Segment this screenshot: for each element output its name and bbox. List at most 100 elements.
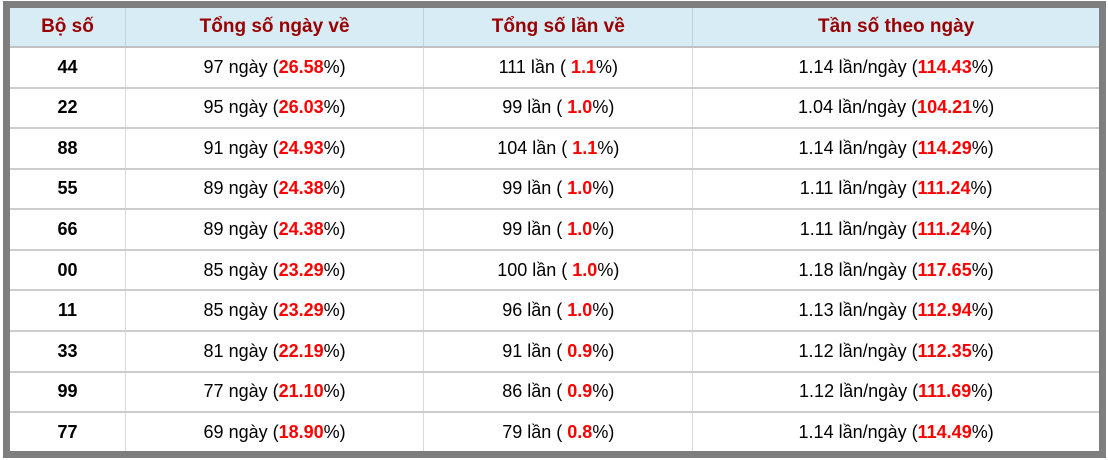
days-text: %) (323, 340, 346, 361)
cell-times: 104 lần ( 1.1%) (423, 128, 694, 170)
days-text: 77 ngày ( (203, 381, 279, 402)
freq-text: %) (972, 97, 995, 118)
freq-percent-value: 111.24 (917, 178, 971, 199)
header-row: Bộ số Tổng số ngày về Tổng số lần về Tần… (10, 8, 1099, 48)
cell-times: 111 lần ( 1.1%) (423, 47, 694, 89)
freq-text: %) (971, 259, 994, 280)
times-text: %) (597, 259, 620, 280)
times-text: %) (592, 340, 615, 361)
times-text: %) (592, 300, 615, 321)
days-percent-value: 24.38 (278, 178, 324, 199)
cell-days: 85 ngày (23.29%) (125, 249, 425, 292)
days-text: %) (323, 300, 346, 321)
cell-pair: 11 (10, 290, 126, 332)
days-percent-value: 18.90 (278, 421, 324, 442)
times-text: 104 lần ( (497, 137, 573, 158)
days-text: %) (323, 381, 346, 402)
days-text: 95 ngày ( (203, 97, 279, 118)
table-row: 44 97 ngày (26.58%) 111 lần ( 1.1%) 1.14 lầ… (10, 47, 1099, 89)
times-percent-value: 1.0 (567, 300, 593, 321)
table-row: 99 77 ngày (21.10%) 86 lần ( 0.9%) 1.12 lần… (10, 371, 1099, 414)
days-text: 97 ngày ( (203, 56, 279, 77)
cell-times: 99 lần ( 1.0%) (423, 168, 694, 211)
freq-text: 1.04 lần/ngày ( (798, 97, 918, 118)
days-text: 69 ngày ( (203, 421, 279, 442)
cell-times: 86 lần ( 0.9%) (423, 371, 694, 414)
cell-freq: 1.04 lần/ngày (104.21%) (692, 87, 1099, 130)
times-text: %) (592, 219, 615, 240)
freq-text: %) (970, 219, 993, 240)
days-percent-value: 21.10 (278, 381, 324, 402)
cell-days: 85 ngày (23.29%) (125, 290, 425, 332)
cell-freq: 1.12 lần/ngày (111.69%) (692, 371, 1099, 414)
cell-pair: 22 (10, 87, 126, 130)
days-text: 85 ngày ( (203, 259, 279, 280)
times-percent-value: 1.0 (567, 178, 593, 199)
times-text: 91 lần ( (502, 340, 568, 361)
cell-freq: 1.14 lần/ngày (114.43%) (692, 47, 1099, 89)
times-text: 99 lần ( (502, 97, 568, 118)
freq-text: 1.14 lần/ngày ( (798, 56, 918, 77)
times-text: %) (597, 137, 620, 158)
cell-days: 69 ngày (18.90%) (125, 412, 425, 451)
freq-text: 1.12 lần/ngày ( (799, 381, 919, 402)
col-header-frequency-per-day: Tần số theo ngày (692, 8, 1099, 48)
freq-text: 1.18 lần/ngày ( (798, 259, 918, 280)
stats-table-frame: Bộ số Tổng số ngày về Tổng số lần về Tần… (3, 1, 1106, 458)
times-percent-value: 0.9 (567, 340, 593, 361)
table-header: Bộ số Tổng số ngày về Tổng số lần về Tần… (10, 8, 1099, 48)
cell-days: 81 ngày (22.19%) (125, 330, 425, 373)
cell-days: 95 ngày (26.03%) (125, 87, 425, 130)
days-percent-value: 24.38 (278, 219, 324, 240)
col-header-pair: Bộ số (10, 8, 126, 48)
days-percent-value: 23.29 (278, 259, 324, 280)
days-percent-value: 22.19 (278, 340, 324, 361)
cell-pair: 66 (10, 209, 126, 251)
days-text: 85 ngày ( (203, 300, 279, 321)
freq-text: %) (971, 56, 994, 77)
freq-text: 1.12 lần/ngày ( (798, 340, 918, 361)
freq-percent-value: 117.65 (917, 259, 972, 280)
freq-text: %) (971, 340, 994, 361)
table-body: 44 97 ngày (26.58%) 111 lần ( 1.1%) 1.14 lầ… (10, 47, 1099, 451)
cell-pair: 33 (10, 330, 126, 373)
cell-days: 89 ngày (24.38%) (125, 209, 425, 251)
table-row: 77 69 ngày (18.90%) 79 lần ( 0.8%) 1.14 lần… (10, 412, 1099, 451)
times-text: 96 lần ( (502, 300, 568, 321)
cell-times: 96 lần ( 1.0%) (423, 290, 694, 332)
freq-text: 1.14 lần/ngày ( (798, 137, 918, 158)
cell-days: 97 ngày (26.58%) (125, 47, 425, 89)
times-percent-value: 0.9 (567, 381, 593, 402)
cell-days: 91 ngày (24.93%) (125, 128, 425, 170)
freq-percent-value: 114.43 (917, 56, 972, 77)
cell-pair: 44 (10, 47, 126, 89)
times-text: %) (592, 178, 615, 199)
col-header-total-days: Tổng số ngày về (125, 8, 425, 48)
freq-percent-value: 111.24 (917, 219, 971, 240)
table-row: 00 85 ngày (23.29%) 100 lần ( 1.0%) 1.18 lầ… (10, 249, 1099, 292)
cell-days: 77 ngày (21.10%) (125, 371, 425, 414)
times-text: 79 lần ( (502, 421, 568, 442)
days-text: %) (323, 56, 346, 77)
table-row: 66 89 ngày (24.38%) 99 lần ( 1.0%) 1.11 lần… (10, 209, 1099, 251)
times-text: 99 lần ( (502, 219, 568, 240)
freq-percent-value: 114.29 (917, 137, 972, 158)
cell-freq: 1.18 lần/ngày (117.65%) (692, 249, 1099, 292)
cell-times: 91 lần ( 0.9%) (423, 330, 694, 373)
cell-pair: 55 (10, 168, 126, 211)
times-percent-value: 1.0 (567, 219, 593, 240)
table-row: 22 95 ngày (26.03%) 99 lần ( 1.0%) 1.04 lần… (10, 87, 1099, 130)
lottery-pair-stats-table: Bộ số Tổng số ngày về Tổng số lần về Tần… (10, 8, 1099, 451)
times-text: 86 lần ( (502, 381, 568, 402)
cell-freq: 1.11 lần/ngày (111.24%) (692, 209, 1099, 251)
cell-freq: 1.14 lần/ngày (114.29%) (692, 128, 1099, 170)
days-percent-value: 24.93 (278, 137, 324, 158)
cell-times: 100 lần ( 1.0%) (423, 249, 694, 292)
times-text: %) (592, 421, 615, 442)
cell-pair: 77 (10, 412, 126, 451)
cell-pair: 00 (10, 249, 126, 292)
days-text: %) (323, 97, 346, 118)
freq-percent-value: 104.21 (917, 97, 973, 118)
table-row: 33 81 ngày (22.19%) 91 lần ( 0.9%) 1.12 lần… (10, 330, 1099, 373)
freq-text: 1.11 lần/ngày ( (799, 219, 918, 240)
